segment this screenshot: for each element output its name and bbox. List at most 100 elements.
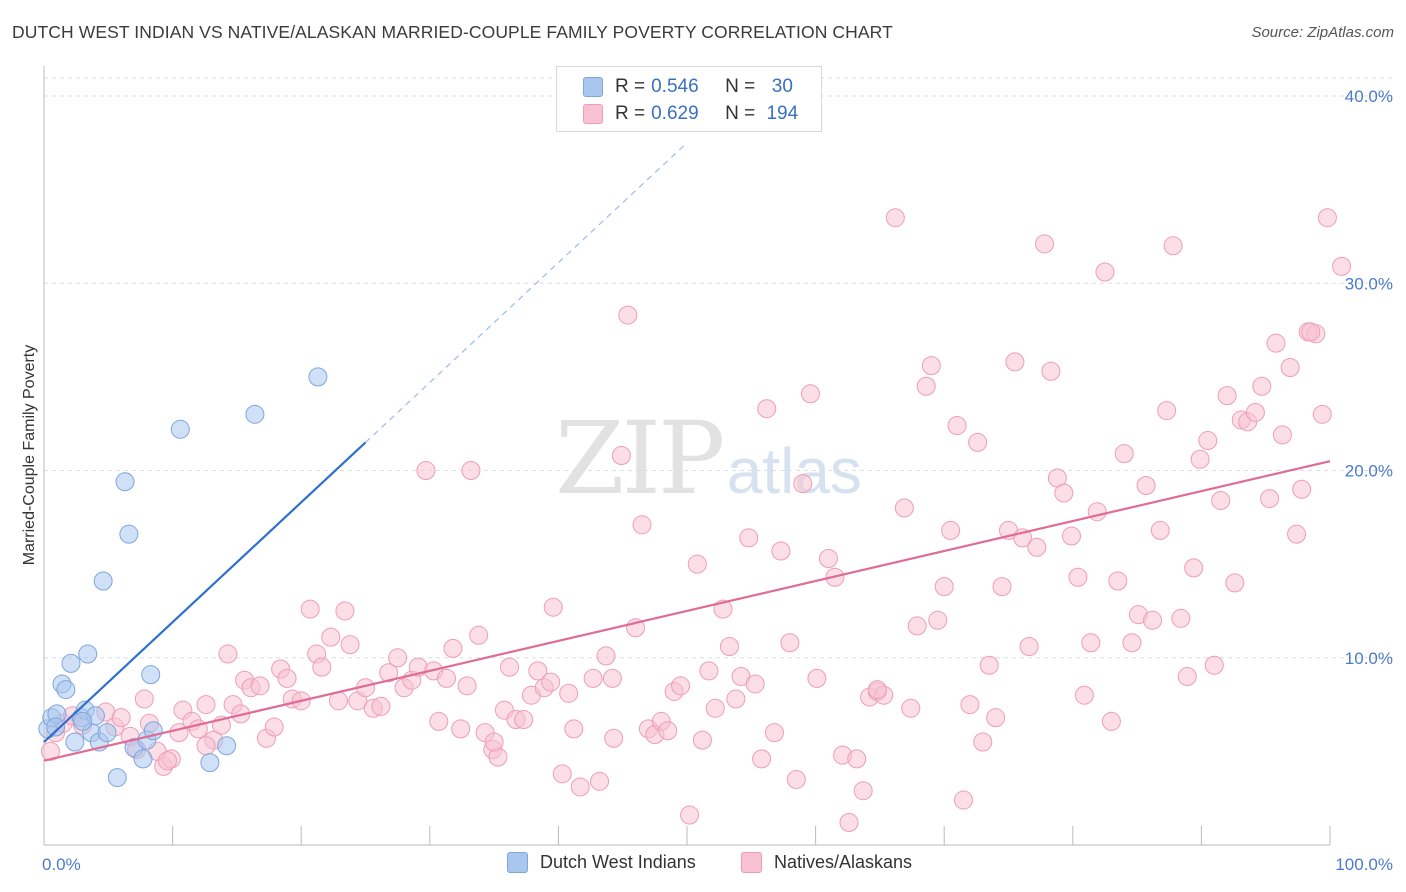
natives-alaskans-point xyxy=(1261,490,1279,508)
natives-alaskans-point xyxy=(1212,491,1230,509)
natives-alaskans-point xyxy=(1006,353,1024,371)
natives-alaskans-point xyxy=(706,699,724,717)
natives-alaskans-point xyxy=(135,690,153,708)
natives-alaskans-point xyxy=(1191,450,1209,468)
natives-alaskans-point xyxy=(560,684,578,702)
natives-alaskans-point xyxy=(681,806,699,824)
natives-alaskans-point xyxy=(1028,538,1046,556)
natives-alaskans-point xyxy=(1055,484,1073,502)
natives-alaskans-point xyxy=(808,669,826,687)
natives-alaskans-point xyxy=(251,677,269,695)
y-tick-label: 20.0% xyxy=(1345,462,1393,481)
natives-alaskans-point xyxy=(929,611,947,629)
legend-label-natives: Natives/Alaskans xyxy=(774,852,912,873)
natives-alaskans-point xyxy=(1246,403,1264,421)
legend-swatch-natives xyxy=(741,852,762,873)
natives-alaskans-point xyxy=(485,733,503,751)
dutch-west-indians-point xyxy=(120,525,138,543)
natives-alaskans-point xyxy=(265,718,283,736)
natives-alaskans-point xyxy=(1102,712,1120,730)
natives-alaskans-point xyxy=(619,306,637,324)
dutch-west-indians-point xyxy=(309,368,327,386)
natives-alaskans-point xyxy=(1063,527,1081,545)
natives-alaskans-point xyxy=(1151,521,1169,539)
legend-r-value: 0.629 xyxy=(651,103,725,125)
natives-alaskans-point xyxy=(612,447,630,465)
legend-r-label: R = xyxy=(615,103,645,125)
natives-alaskans-point xyxy=(886,209,904,227)
natives-alaskans-point xyxy=(372,697,390,715)
dutch-west-indians-point xyxy=(47,718,65,736)
natives-alaskans-point xyxy=(819,550,837,568)
natives-alaskans-point xyxy=(772,542,790,560)
natives-alaskans-point xyxy=(278,669,296,687)
y-tick-label: 10.0% xyxy=(1345,649,1393,668)
dutch-west-indians-point xyxy=(79,645,97,663)
dutch-west-indians-point xyxy=(116,473,134,491)
natives-alaskans-point xyxy=(1096,263,1114,281)
natives-alaskans-point xyxy=(659,722,677,740)
natives-alaskans-point xyxy=(544,598,562,616)
natives-alaskans-point xyxy=(605,729,623,747)
natives-alaskans-point xyxy=(553,765,571,783)
natives-alaskans-point xyxy=(1158,402,1176,420)
natives-alaskans-point xyxy=(603,669,621,687)
natives-alaskans-point xyxy=(1273,426,1291,444)
natives-alaskans-point xyxy=(948,417,966,435)
natives-alaskans-point xyxy=(908,617,926,635)
dutch-west-indians-point xyxy=(57,681,75,699)
natives-alaskans-point xyxy=(935,578,953,596)
legend-n-value: 194 xyxy=(766,103,798,125)
natives-alaskans-point xyxy=(565,720,583,738)
dutch-west-indians-point xyxy=(98,724,116,742)
legend-swatch-natives xyxy=(583,104,603,124)
dutch-west-indians-point xyxy=(66,733,84,751)
natives-alaskans-point xyxy=(672,677,690,695)
trend-lines xyxy=(44,143,1330,761)
natives-alaskans-point xyxy=(219,645,237,663)
dutch-west-indians-point xyxy=(108,769,126,787)
natives-alaskans-point xyxy=(1082,634,1100,652)
natives-alaskans-point xyxy=(758,400,776,418)
natives-alaskans-point xyxy=(688,555,706,573)
legend-item-dutch-west-indians[interactable]: Dutch West Indians xyxy=(507,852,696,873)
natives-alaskans-point xyxy=(1318,209,1336,227)
natives-alaskans-point xyxy=(1115,445,1133,463)
natives-alaskans-point xyxy=(452,720,470,738)
natives-alaskans-point xyxy=(922,357,940,375)
natives-alaskans-point xyxy=(868,681,886,699)
natives-alaskans-point xyxy=(389,649,407,667)
natives-alaskans-point xyxy=(1109,572,1127,590)
legend-n-label: N = xyxy=(725,103,760,125)
natives-alaskans-point xyxy=(917,377,935,395)
natives-alaskans-point xyxy=(801,385,819,403)
natives-alaskans-point xyxy=(746,675,764,693)
natives-alaskans-point xyxy=(1137,476,1155,494)
natives-alaskans-point xyxy=(438,669,456,687)
natives-alaskans-point xyxy=(1069,568,1087,586)
natives-alaskans-point xyxy=(993,578,1011,596)
natives-alaskans-point xyxy=(727,690,745,708)
legend-r-value: 0.546 xyxy=(651,76,725,98)
dutch-west-indians-point xyxy=(62,654,80,672)
natives-alaskans-point xyxy=(854,782,872,800)
natives-alaskans-point xyxy=(700,662,718,680)
dutch-west-indians-point xyxy=(94,572,112,590)
natives-alaskans-point xyxy=(542,673,560,691)
natives-alaskans-point xyxy=(1123,634,1141,652)
natives-alaskans-point xyxy=(417,462,435,480)
natives-alaskans-point xyxy=(1281,359,1299,377)
legend-item-natives-alaskans[interactable]: Natives/Alaskans xyxy=(741,852,912,873)
natives-alaskans-point xyxy=(112,709,130,727)
legend-row-dutch: R = 0.546 N = 30 xyxy=(583,76,793,98)
natives-alaskans-point xyxy=(313,658,331,676)
dutch-west-indians-point xyxy=(171,420,189,438)
natives-alaskans-point xyxy=(753,750,771,768)
natives-alaskans-point xyxy=(1313,405,1331,423)
natives-alaskans-point xyxy=(840,814,858,832)
natives-alaskans-point xyxy=(341,636,359,654)
natives-alaskans-point xyxy=(1293,480,1311,498)
natives-alaskans-point xyxy=(740,529,758,547)
natives-alaskans-point xyxy=(462,462,480,480)
y-tick-label: 40.0% xyxy=(1345,87,1393,106)
